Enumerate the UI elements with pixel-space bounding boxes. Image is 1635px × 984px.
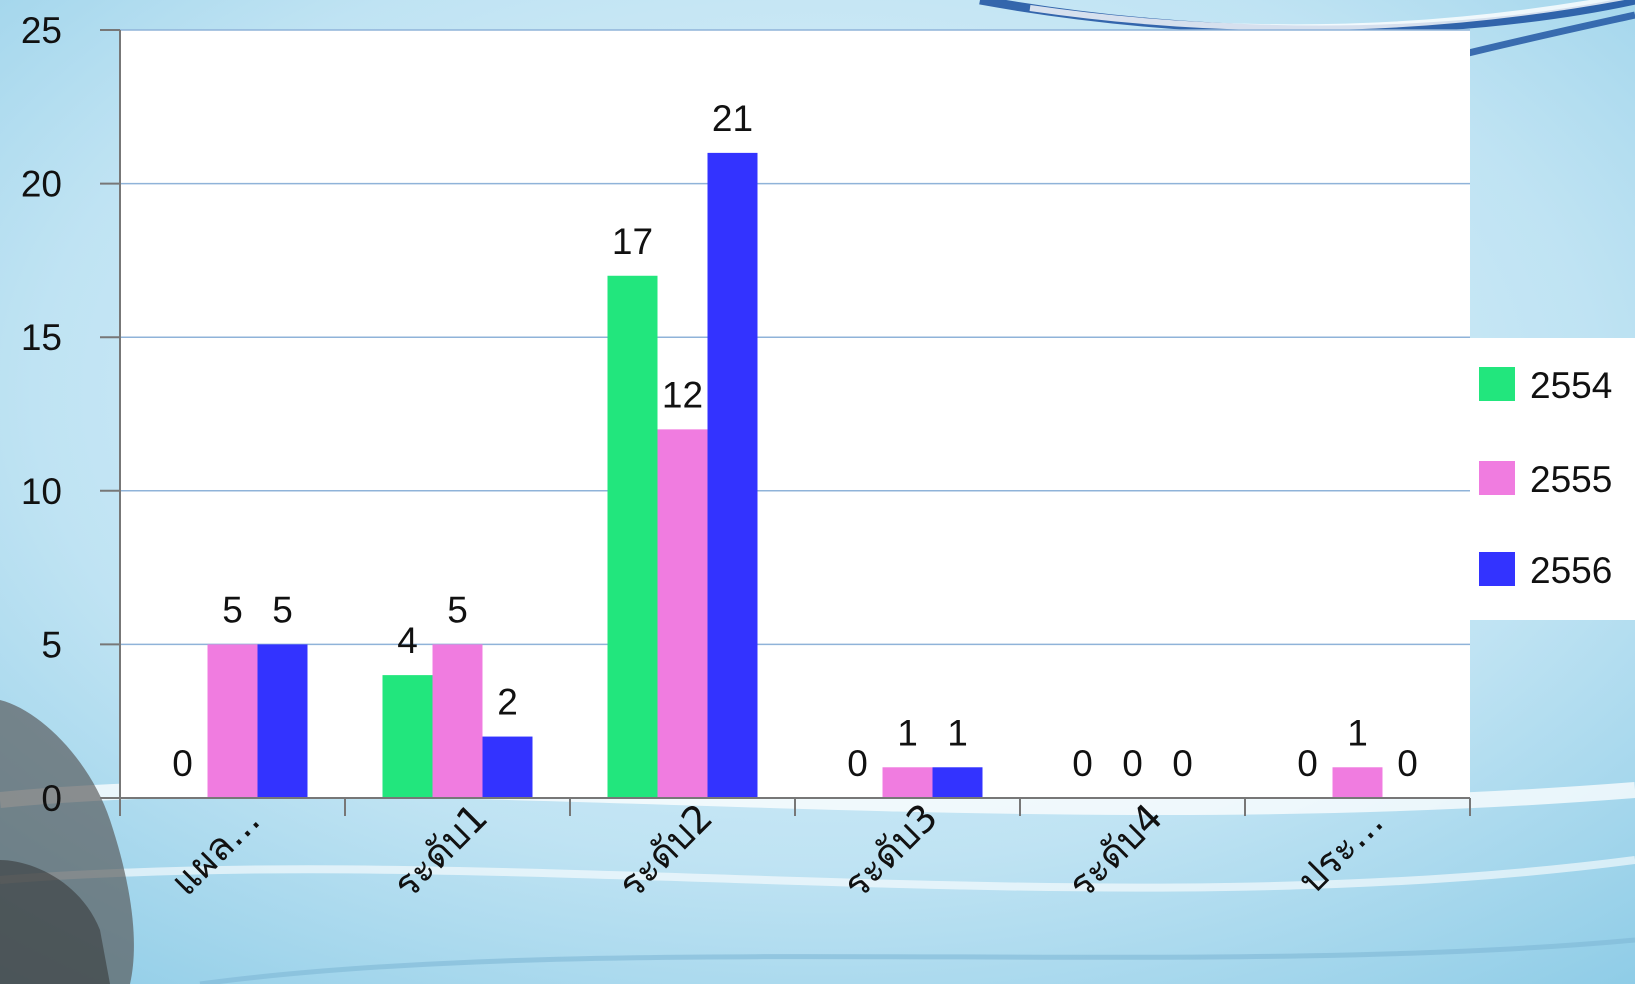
swoosh-bottom-3 (199, 937, 1635, 984)
legend-label-2555: 2555 (1530, 459, 1612, 500)
swoosh-bottom-2 (0, 856, 1635, 892)
y-tick-label-15: 15 (21, 317, 62, 358)
data-label-2554-2: 17 (612, 221, 653, 262)
y-tick-label-10: 10 (21, 471, 62, 512)
data-label-2555-5: 1 (1347, 712, 1368, 753)
legend: 2554 2555 2556 (1470, 338, 1635, 620)
bar-2554-2 (607, 275, 658, 798)
data-label-2556-1: 2 (497, 682, 518, 723)
legend-swatch-2554 (1479, 367, 1515, 401)
x-tick-label-5: ประ... (1289, 799, 1392, 902)
bar-2555-0 (207, 644, 258, 798)
bar-2556-1 (482, 736, 533, 798)
y-tick-labels: 0 5 10 15 20 25 (21, 10, 62, 819)
legend-label-2556: 2556 (1530, 550, 1612, 591)
bar-2555-3 (882, 767, 933, 798)
swoosh-top-2 (1029, 0, 1625, 31)
data-label-2554-0: 0 (172, 743, 193, 784)
data-label-2555-4: 0 (1122, 743, 1143, 784)
y-tick-label-20: 20 (21, 164, 62, 205)
plot-area (120, 30, 1470, 798)
x-tick-label-3: ระดับ3 (835, 795, 947, 907)
data-label-2554-1: 4 (397, 620, 418, 661)
data-label-2556-2: 21 (712, 98, 753, 139)
data-label-2555-1: 5 (447, 589, 468, 630)
data-label-2556-0: 5 (272, 589, 293, 630)
gridlines (120, 29, 1470, 646)
bars (207, 152, 1383, 798)
bar-2554-1 (382, 675, 433, 798)
y-tick-label-0: 0 (41, 778, 62, 819)
data-label-2554-3: 0 (847, 743, 868, 784)
data-label-2556-4: 0 (1172, 743, 1193, 784)
data-label-2555-0: 5 (222, 589, 243, 630)
axes (100, 29, 1471, 816)
bar-2556-2 (707, 152, 758, 798)
bar-2555-1 (432, 644, 483, 798)
x-tick-label-0: แผล... (162, 798, 268, 904)
legend-label-2554: 2554 (1530, 365, 1612, 406)
data-label-2555-2: 12 (662, 374, 703, 415)
bar-2556-0 (257, 644, 308, 798)
data-label-2554-4: 0 (1072, 743, 1093, 784)
data-label-2556-3: 1 (947, 712, 968, 753)
bar-2555-2 (657, 429, 708, 798)
data-label-2554-5: 0 (1297, 743, 1318, 784)
legend-swatch-2556 (1479, 552, 1515, 586)
data-label-2556-5: 0 (1397, 743, 1418, 784)
bar-2555-5 (1332, 767, 1383, 798)
x-tick-label-1: ระดับ1 (385, 795, 497, 907)
x-tick-label-2: ระดับ2 (610, 795, 722, 907)
y-tick-label-5: 5 (41, 624, 62, 665)
legend-swatch-2555 (1479, 461, 1515, 495)
y-tick-label-25: 25 (21, 10, 62, 51)
bar-2556-3 (932, 767, 983, 798)
x-tick-labels: แผล... ระดับ1 ระดับ2 ระดับ3 ระดับ4 ประ... (162, 795, 1391, 907)
x-tick-label-4: ระดับ4 (1060, 795, 1172, 907)
data-label-2555-3: 1 (897, 712, 918, 753)
